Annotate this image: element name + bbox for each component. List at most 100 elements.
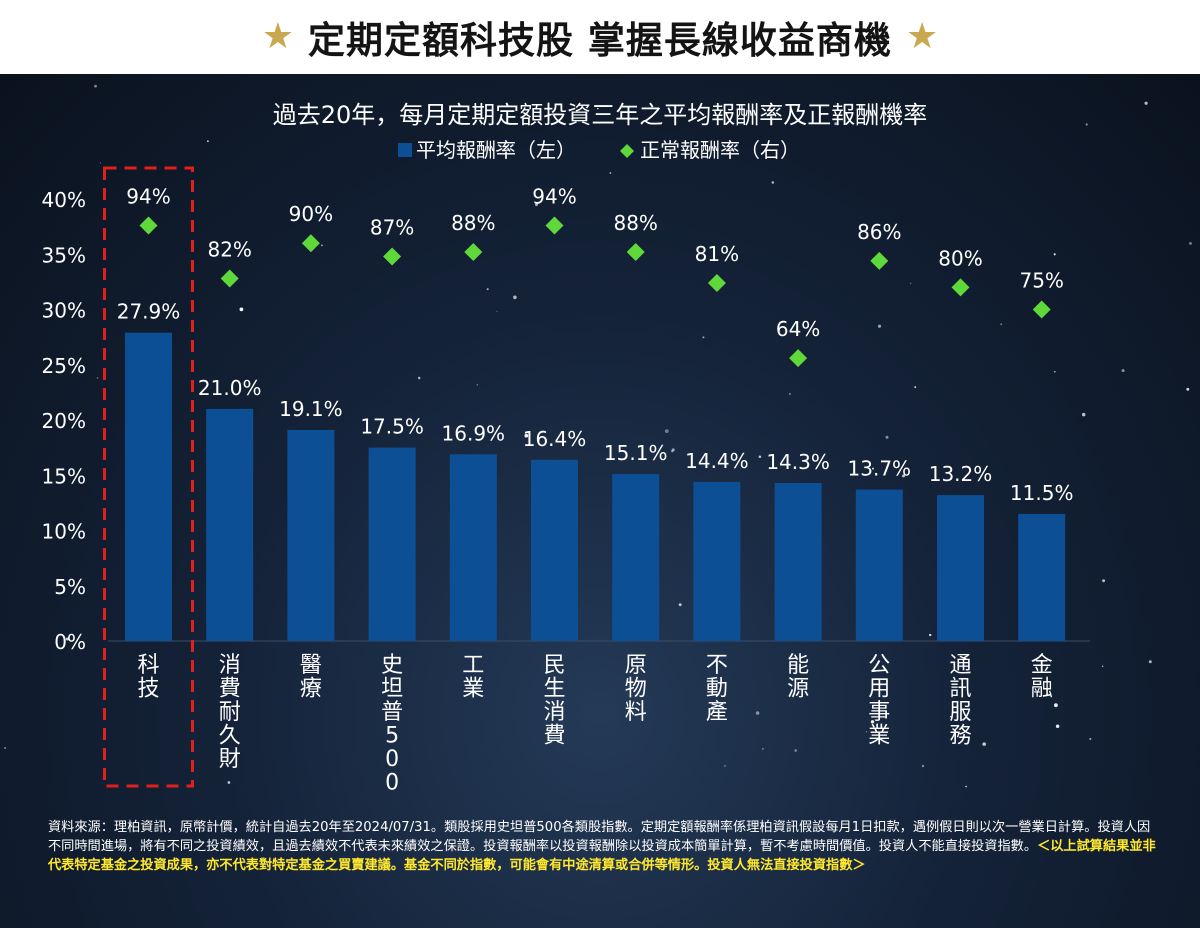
diamond-value-label: 75% — [1019, 269, 1063, 293]
diamond-point — [789, 349, 808, 368]
bar — [693, 481, 741, 641]
x-category-label: 科 — [137, 653, 159, 678]
x-category-label: 服 — [949, 700, 971, 725]
star-dot — [476, 384, 478, 386]
bar-series — [125, 332, 1066, 641]
y-tick-label: 10% — [42, 520, 86, 544]
star-dot — [486, 288, 489, 291]
legend-bar-label: 平均報酬率（左） — [416, 138, 576, 162]
star-dot — [597, 107, 599, 110]
y-axis-left: 0% 5% 10% 15% 20% 25% 30% 35% 40% — [42, 188, 86, 654]
x-category-label: 生 — [543, 677, 565, 702]
star-dot — [755, 711, 760, 715]
diamond-value-label: 88% — [613, 211, 657, 235]
bar — [531, 459, 578, 641]
star-dot — [1053, 253, 1056, 256]
x-category-label: 原 — [625, 653, 647, 678]
star-dot — [929, 633, 932, 637]
diamond-point — [1032, 300, 1051, 319]
star-dot — [1121, 369, 1125, 373]
x-category-label: 坦 — [381, 677, 403, 702]
x-category-label: 財 — [219, 747, 241, 772]
star-dot — [870, 720, 875, 724]
x-category-label: 用 — [868, 677, 890, 702]
star-dot — [1053, 370, 1056, 373]
star-dot — [1189, 241, 1192, 245]
star-dot — [975, 258, 978, 261]
chart-legend: 平均報酬率（左） 正常報酬率（右） — [398, 138, 800, 162]
x-category-label: 融 — [1031, 677, 1053, 702]
bar-value-label: 16.4% — [523, 427, 587, 451]
x-category-label: 史 — [381, 653, 403, 678]
diamond-point — [139, 216, 158, 235]
star-icon: ★ — [905, 16, 939, 57]
x-category-label: 0 — [385, 747, 399, 772]
x-category-label: 5 — [385, 724, 399, 749]
bar-value-label: 19.1% — [279, 397, 343, 421]
star-dot — [758, 455, 762, 458]
x-category-label: 久 — [219, 724, 241, 749]
star-dot — [321, 244, 323, 247]
x-category-label: 金 — [1031, 653, 1053, 678]
star-dot — [4, 747, 7, 749]
star-dot — [496, 149, 498, 152]
x-category-label: 業 — [462, 677, 484, 702]
diamond-value-label: 87% — [370, 216, 414, 240]
star-dot — [609, 172, 612, 174]
x-category-label: 工 — [462, 653, 484, 678]
diamond-value-label: 80% — [938, 246, 982, 270]
star-dot — [902, 474, 905, 478]
star-dot — [762, 748, 764, 750]
diamond-point — [951, 278, 970, 297]
legend-bar-swatch — [398, 143, 412, 157]
legend-diamond-swatch — [620, 144, 634, 158]
legend-diamond-label: 正常報酬率（右） — [640, 138, 800, 162]
footnote-source: 資料來源：理柏資訊，原幣計價，統計自過去20年至2024/07/31。類股採用史… — [48, 820, 1151, 854]
bar — [368, 447, 416, 641]
star-dot — [671, 448, 675, 452]
star-dot — [877, 324, 882, 328]
y-tick-label: 20% — [42, 409, 86, 433]
footnote: 資料來源：理柏資訊，原幣計價，統計自過去20年至2024/07/31。類股採用史… — [48, 818, 1158, 875]
x-category-label: 物 — [625, 677, 647, 702]
x-category-label: 事 — [868, 700, 890, 725]
star-dot — [865, 731, 868, 733]
x-category-label: 動 — [706, 677, 728, 702]
star-dot — [702, 336, 705, 339]
highlight-box — [103, 166, 194, 788]
diamond-point — [870, 251, 889, 270]
star-dot — [910, 282, 912, 284]
diamond-value-label: 94% — [532, 185, 576, 209]
star-dot — [65, 637, 69, 641]
star-dot — [1055, 724, 1060, 728]
star-icon: ★ — [261, 16, 295, 57]
bar-value-label: 27.9% — [117, 300, 181, 324]
bar-value-label: 15.1% — [604, 441, 668, 465]
page-title: 定期定額科技股 掌握長線收益商機 — [308, 19, 892, 62]
x-category-label: 消 — [219, 653, 241, 678]
bar — [937, 495, 984, 641]
star-dot — [96, 377, 99, 379]
x-category-label: 公 — [868, 653, 890, 678]
diamond-value-label: 90% — [289, 202, 333, 226]
star-dot — [99, 162, 102, 164]
star-dot — [535, 203, 538, 207]
star-dot — [921, 764, 925, 768]
bar-value-labels: 27.9% 21.0% 19.1% 17.5% 16.9% 16.4% 15.1% 14.4%… — [117, 300, 1074, 505]
star-dot — [664, 429, 669, 433]
bar-value-label: 14.4% — [685, 449, 749, 473]
star-dot — [678, 603, 682, 607]
bar — [855, 489, 903, 641]
diamond-value-label: 82% — [207, 238, 251, 262]
bar-value-label: 17.5% — [360, 415, 424, 439]
diamond-value-label: 86% — [857, 220, 901, 244]
x-category-label: 消 — [543, 700, 565, 725]
star-dot — [834, 122, 838, 126]
bar-value-label: 13.2% — [929, 462, 993, 486]
x-category-label: 料 — [625, 700, 647, 725]
star-dot — [94, 84, 97, 88]
diamond-value-label: 81% — [695, 242, 739, 266]
star-dot — [1054, 703, 1058, 708]
